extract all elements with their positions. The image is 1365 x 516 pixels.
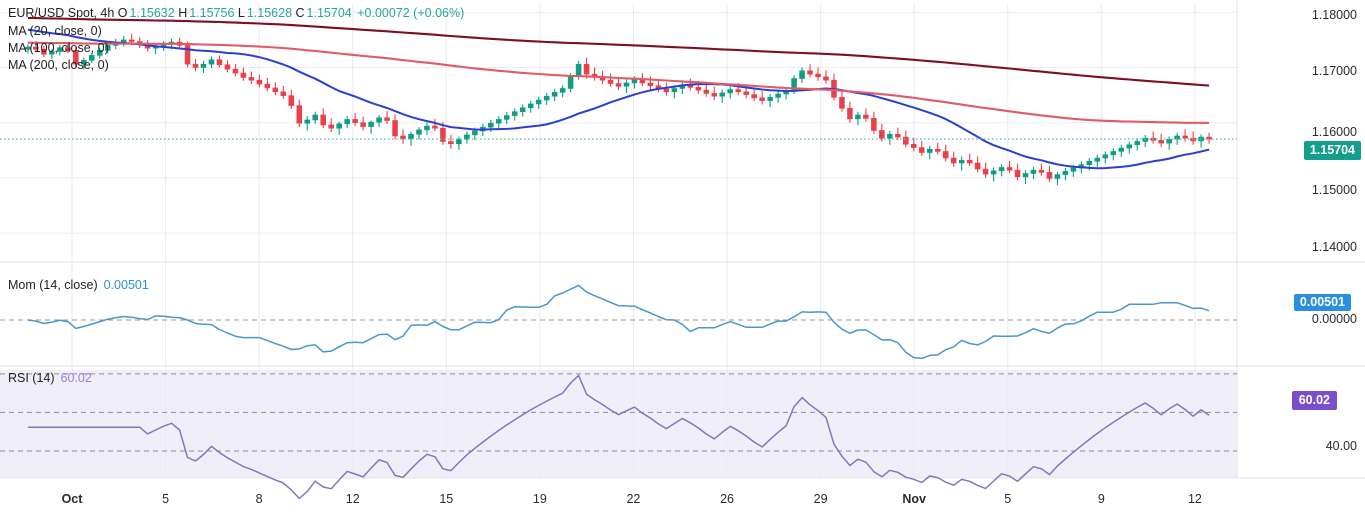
price-tick-1-18000: 1.18000 [1311, 8, 1357, 22]
date-tick-29: 29 [813, 492, 828, 506]
date-tick-9: 9 [1097, 492, 1105, 506]
current-price-badge[interactable]: 1.15704 [1303, 141, 1361, 160]
price-tick-1-16000: 1.16000 [1311, 125, 1357, 139]
date-tick-12: 12 [345, 492, 360, 506]
date-tick-19: 19 [532, 492, 547, 506]
date-tick-5: 5 [162, 492, 170, 506]
date-tick-12: 12 [1187, 492, 1202, 506]
date-tick-26: 26 [720, 492, 734, 506]
momentum-value-badge[interactable]: 0.00501 [1293, 294, 1351, 311]
date-tick-nov: Nov [902, 492, 926, 506]
rsi-value-badge[interactable]: 60.02 [1291, 391, 1337, 410]
price-tick-1-14000: 1.14000 [1311, 240, 1357, 254]
date-tick-8: 8 [255, 492, 263, 506]
momentum-tick-zero: 0.00000 [1311, 312, 1357, 326]
price-tick-1-17000: 1.17000 [1311, 64, 1357, 78]
date-tick-22: 22 [626, 492, 641, 506]
date-tick-oct: Oct [61, 492, 83, 506]
rsi-tick-forty: 40.00 [1325, 439, 1357, 453]
date-tick-5: 5 [1004, 492, 1012, 506]
date-tick-15: 15 [439, 492, 454, 506]
price-tick-1-15000: 1.15000 [1311, 183, 1357, 197]
